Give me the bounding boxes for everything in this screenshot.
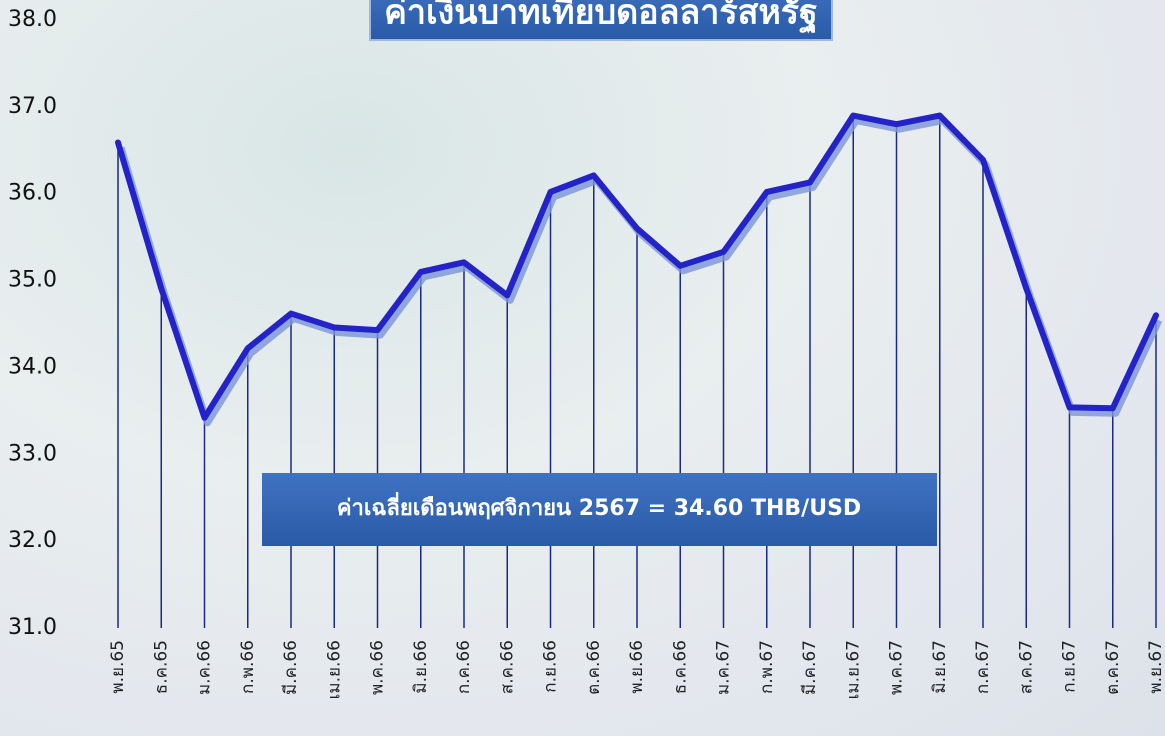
x-tick-label: พ.ค.66 <box>368 640 388 695</box>
x-tick-label: พ.ย.66 <box>627 640 647 694</box>
y-tick-label: 37.0 <box>8 94 57 119</box>
x-tick-label: มี.ค.66 <box>281 640 301 695</box>
x-tick-label: มี.ค.67 <box>800 640 820 695</box>
annotation: ค่าเฉลี่ยเดือนพฤศจิกายน 2567 = 34.60 THB… <box>337 491 861 521</box>
x-tick-label: ก.พ.67 <box>757 640 777 694</box>
x-tick-label: ก.ค.67 <box>973 640 993 694</box>
x-tick-label: ก.พ.66 <box>238 640 258 694</box>
page: ค่าเงินบาทเทียบดอลลาร์สหรัฐ 31.0 32.0 33.0… <box>0 0 1165 736</box>
x-tick-label: มิ.ย.67 <box>930 640 950 694</box>
x-tick-label: ธ.ค.66 <box>670 640 690 694</box>
y-tick-label: 35.0 <box>8 268 57 293</box>
y-tick-label: 34.0 <box>8 354 57 379</box>
x-tick-label: ก.ย.66 <box>541 640 561 693</box>
y-tick-label: 38.0 <box>8 7 57 32</box>
x-tick-label: พ.ย.65 <box>108 640 128 694</box>
x-tick-label: ม.ค.66 <box>195 640 215 695</box>
x-tick-label: เม.ย.66 <box>324 640 344 699</box>
x-tick-label: ส.ค.67 <box>1016 640 1036 694</box>
x-tick-label: ก.ย.67 <box>1060 640 1080 693</box>
x-tick-label: ต.ค.66 <box>584 640 604 695</box>
x-tick-label: ต.ค.67 <box>1103 640 1123 695</box>
x-tick-label: พ.ค.67 <box>887 640 907 695</box>
x-tick-label: ส.ค.66 <box>497 640 517 694</box>
chart: ค่าเงินบาทเทียบดอลลาร์สหรัฐ 31.0 32.0 33.0… <box>0 0 1165 736</box>
y-tick-label: 32.0 <box>8 528 57 553</box>
y-tick-label: 31.0 <box>8 615 57 640</box>
chart-title: ค่าเงินบาทเทียบดอลลาร์สหรัฐ <box>384 0 818 35</box>
x-tick-label: มิ.ย.66 <box>411 640 431 694</box>
y-tick-label: 36.0 <box>8 181 57 206</box>
x-tick-label: ก.ค.66 <box>454 640 474 694</box>
x-tick-label: พ.ย.67 <box>1146 640 1165 694</box>
line-shadow <box>121 121 1159 423</box>
y-tick-label: 33.0 <box>8 441 57 466</box>
x-tick-label: ธ.ค.65 <box>151 640 171 694</box>
x-tick-label: เม.ย.67 <box>843 640 863 699</box>
x-tick-label: ม.ค.67 <box>714 640 734 695</box>
